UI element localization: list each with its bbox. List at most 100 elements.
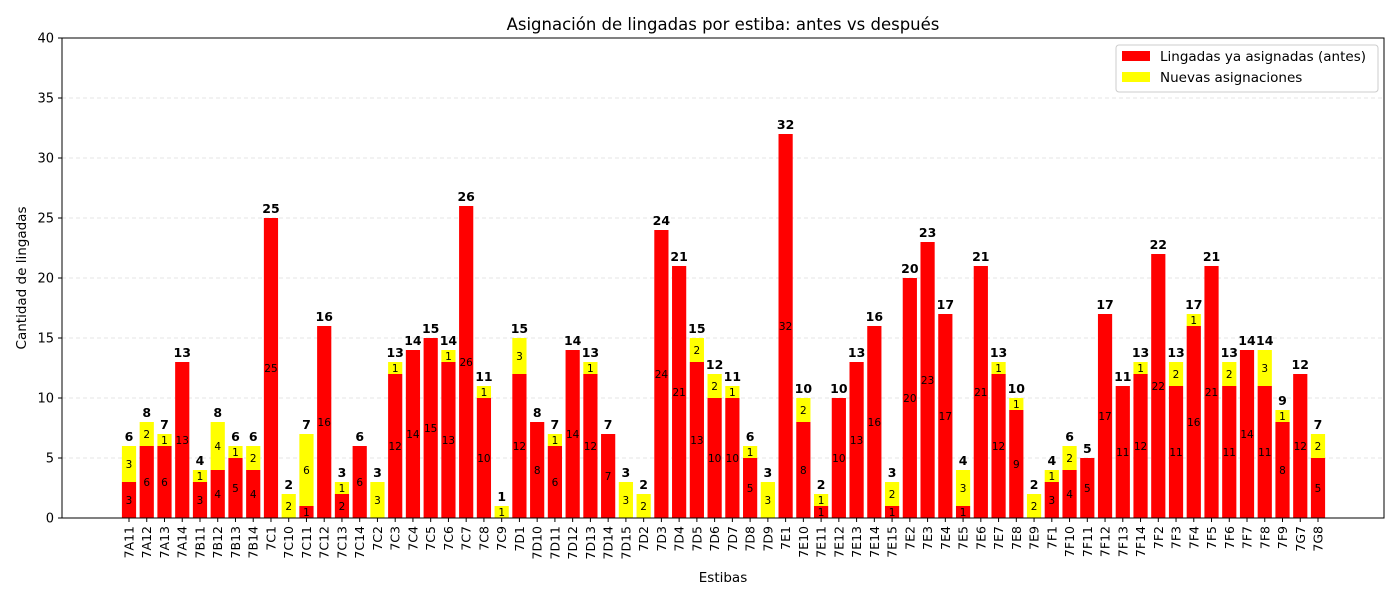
bar-before: [423, 338, 438, 518]
legend-label-before: Lingadas ya asignadas (antes): [1160, 49, 1366, 65]
bar-total-label: 4: [959, 453, 968, 468]
bar-total-label: 11: [475, 369, 492, 384]
bar-before: [530, 422, 545, 518]
bar-before: [1293, 374, 1308, 518]
bar-before: [1133, 374, 1148, 518]
bar-new: [1009, 398, 1024, 410]
x-tick-label: 7F7: [1240, 526, 1255, 549]
segment-label-before: 15: [424, 423, 437, 435]
bar-before: [157, 446, 172, 518]
x-tick-label: 7D10: [530, 526, 545, 560]
bar-total-label: 21: [1203, 249, 1220, 264]
bar-total-label: 7: [604, 417, 613, 432]
x-tick-label: 7D2: [636, 526, 651, 552]
bar-total-label: 4: [196, 453, 205, 468]
x-tick-label: 7C2: [370, 526, 385, 551]
bar-before: [743, 458, 758, 518]
bar-total-label: 21: [670, 249, 687, 264]
bar-before: [689, 362, 704, 518]
x-tick-label: 7E15: [885, 526, 900, 558]
bar-new: [636, 494, 651, 518]
legend: Lingadas ya asignadas (antes) Nuevas asi…: [1115, 44, 1379, 93]
segment-label-new: 1: [481, 387, 488, 399]
x-axis-ticks: 7A11 7A12 7A13 7A14 7B11 7B12 7B13 7B14 7C1 7C10 7…: [122, 518, 1326, 559]
x-tick-label: 7C12: [317, 526, 332, 559]
bar-before: [1275, 422, 1290, 518]
bar-total-label: 23: [919, 225, 936, 240]
x-tick-label: 7G7: [1293, 526, 1308, 552]
bar-total-label: 6: [1065, 429, 1074, 444]
bar-total-label: 14: [404, 333, 422, 348]
segment-label-new: 1: [197, 471, 204, 483]
segment-label-new: 3: [516, 351, 523, 363]
bar-before: [955, 506, 971, 518]
segment-label-before: 4: [250, 489, 257, 501]
x-tick-label: 7D13: [583, 526, 598, 559]
y-tick-label: 5: [46, 452, 54, 467]
bar-total-label: 26: [457, 189, 475, 204]
bar-before: [1080, 458, 1095, 518]
bar-new: [228, 446, 243, 458]
bar-total-label: 6: [231, 429, 240, 444]
bar-before: [1168, 386, 1184, 518]
bar-before: [1257, 386, 1272, 518]
bar-total-label: 10: [1008, 381, 1026, 396]
bar-new: [121, 446, 137, 482]
segment-label-before: 6: [552, 477, 559, 489]
segment-label-before: 3: [197, 495, 204, 507]
bar-new: [955, 470, 971, 506]
bar-total-label: 24: [653, 213, 671, 228]
y-tick-label: 30: [37, 152, 54, 167]
bar-total-label: 7: [160, 417, 169, 432]
bar-new: [494, 506, 509, 518]
bar-total-label: 9: [1278, 393, 1287, 408]
bar-total-label: 6: [355, 429, 364, 444]
bar-new: [991, 362, 1006, 374]
x-tick-label: 7E3: [920, 526, 935, 550]
bar-new: [512, 338, 527, 374]
segment-label-new: 2: [1226, 369, 1233, 381]
segment-label-new: 4: [214, 441, 221, 453]
bar-total-label: 3: [338, 465, 347, 480]
y-axis-ticks: 0 5 10 15 20 25 30 35 40: [37, 32, 62, 527]
bar-new: [246, 446, 261, 470]
segment-label-before: 5: [747, 483, 754, 495]
bar-new: [1062, 446, 1077, 470]
bar-total-label: 1: [497, 489, 506, 504]
segment-label-new: 2: [711, 381, 718, 393]
segment-label-before: 10: [726, 453, 739, 465]
bar-total-label: 13: [1221, 345, 1238, 360]
segment-label-new: 1: [161, 435, 168, 447]
bar-before: [441, 362, 456, 518]
x-tick-label: 7C14: [352, 526, 367, 559]
segment-label-before: 32: [779, 321, 792, 333]
bar-before: [583, 374, 598, 518]
segment-label-before: 12: [389, 441, 402, 453]
segment-label-new: 1: [818, 495, 825, 507]
bar-before: [796, 422, 811, 518]
x-tick-label: 7F2: [1151, 526, 1166, 549]
bar-new: [1257, 350, 1272, 386]
segment-label-before: 16: [1187, 417, 1201, 429]
x-tick-label: 7F1: [1044, 526, 1059, 549]
segment-label-new: 1: [339, 483, 346, 495]
bar-before: [547, 446, 563, 518]
bar-total-label: 15: [688, 321, 705, 336]
bar-total-label: 3: [622, 465, 631, 480]
bar-new: [1026, 494, 1042, 518]
x-tick-label: 7E11: [814, 526, 829, 558]
x-tick-label: 7C5: [423, 526, 438, 551]
x-axis-title: Estibas: [699, 570, 747, 586]
x-tick-label: 7C1: [263, 526, 278, 551]
bar-before: [121, 482, 137, 518]
bar-total-label: 17: [1096, 297, 1113, 312]
x-tick-label: 7D5: [689, 526, 704, 552]
segment-label-before: 11: [1258, 447, 1271, 459]
bar-new: [1044, 470, 1059, 482]
bar-new: [476, 386, 492, 398]
bar-total-label: 15: [511, 321, 528, 336]
bar-new: [1275, 410, 1290, 422]
x-tick-label: 7E2: [902, 526, 917, 550]
x-tick-label: 7C4: [405, 526, 420, 551]
bar-new: [707, 374, 722, 398]
